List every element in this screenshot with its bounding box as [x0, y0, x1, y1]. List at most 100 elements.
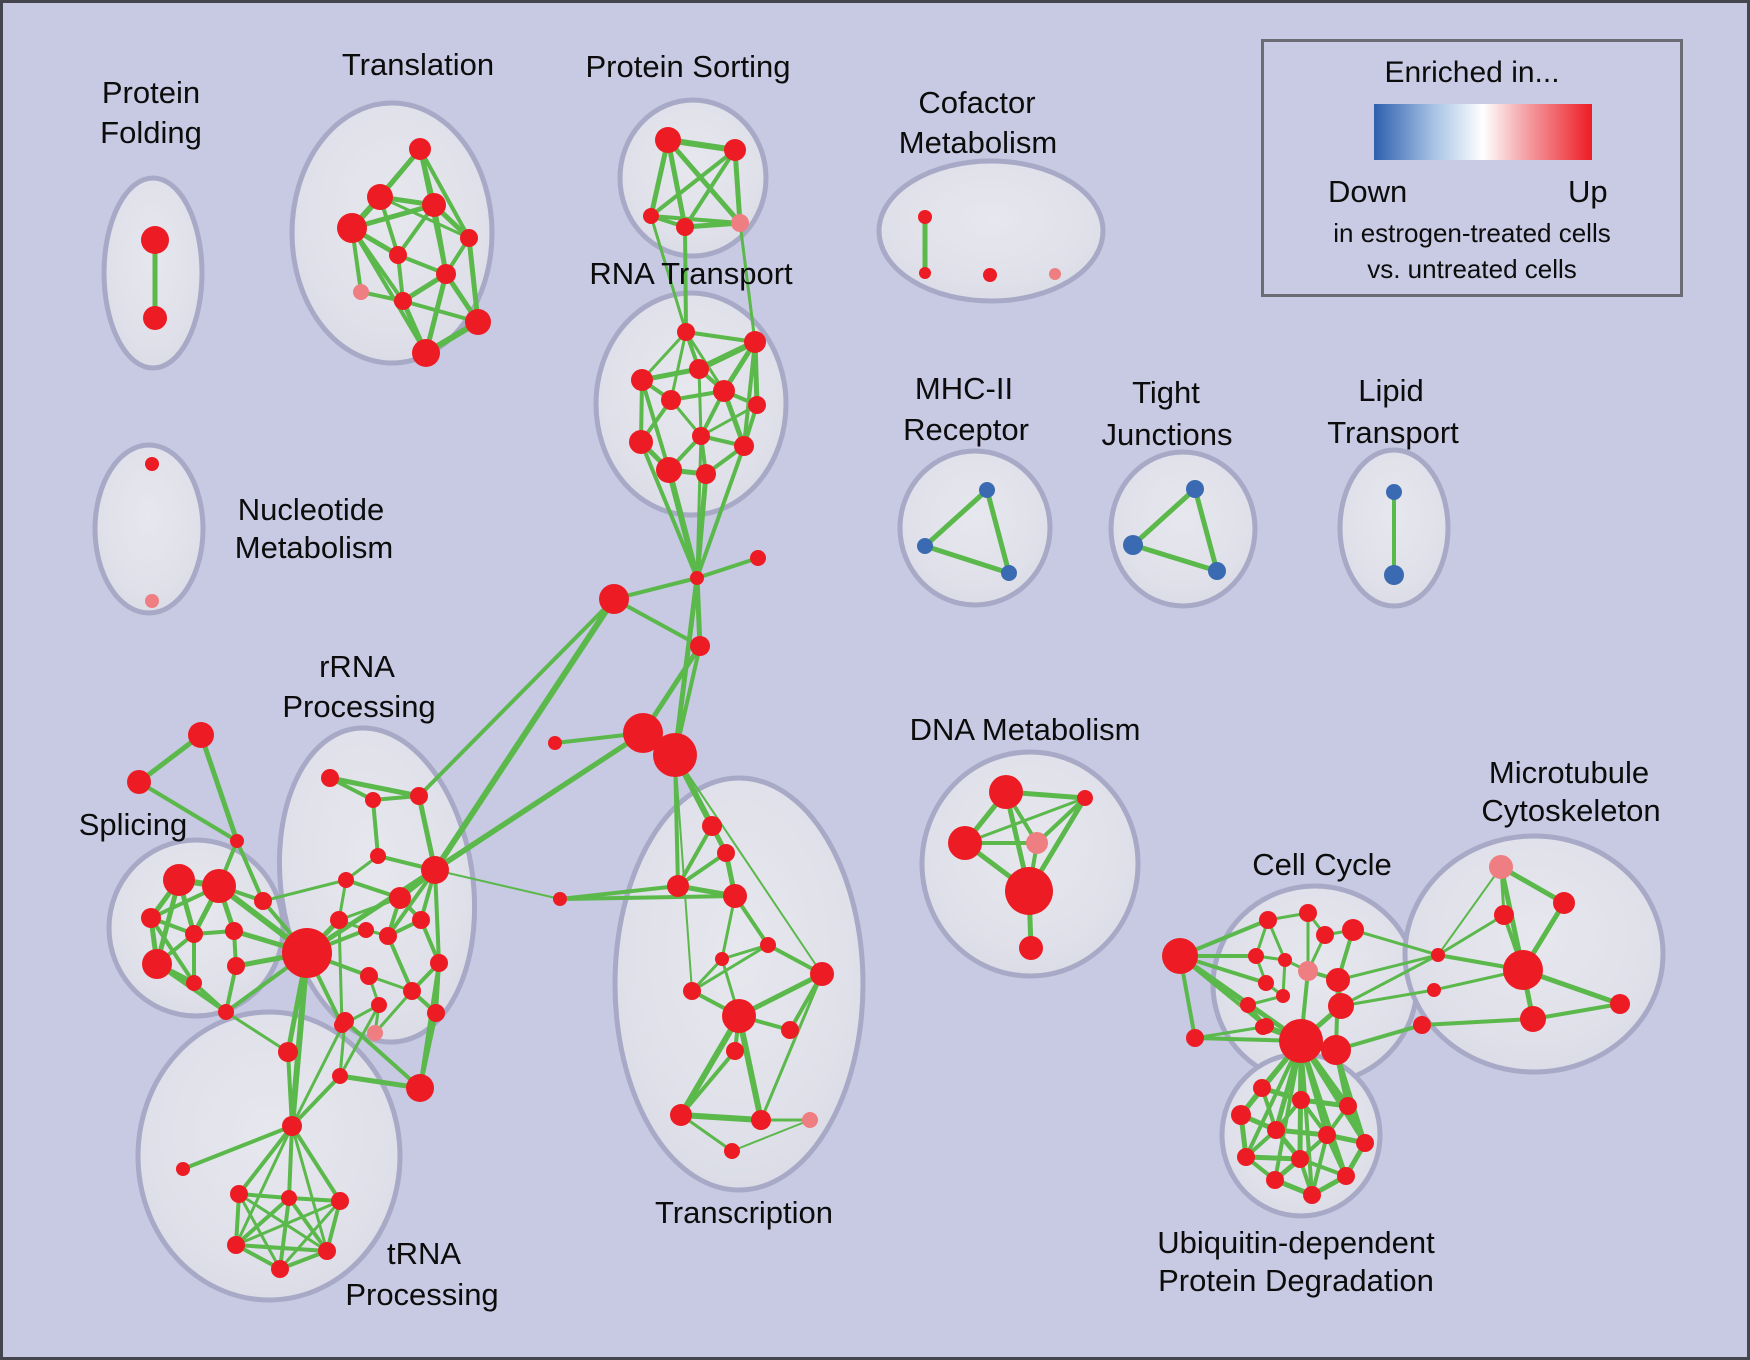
edge-tr9-tr14: [759, 973, 824, 1121]
edge-rr20-rr13: [373, 990, 414, 1034]
node-tq4: [227, 1236, 245, 1254]
edge-ex2-th: [290, 1020, 347, 1127]
edge-spc-nb: [235, 840, 265, 902]
node-tq1: [230, 1185, 248, 1203]
node-tr3: [667, 875, 689, 897]
edge-ps4-rt1: [683, 226, 688, 333]
node-s1: [163, 864, 195, 896]
edge-cc5-mj1: [1352, 928, 1439, 957]
edge-th-tq4: [234, 1125, 294, 1246]
edge-spb-spc: [137, 780, 239, 843]
node-tq3: [331, 1192, 349, 1210]
node-cc16: [1255, 1019, 1271, 1035]
node-cc4: [1316, 926, 1334, 944]
cluster-label-cofactor-metabolism-line2: Metabolism: [898, 125, 1058, 160]
node-rt4: [631, 369, 653, 391]
edge-spa-spc: [198, 734, 240, 842]
node-spb: [127, 770, 151, 794]
node-ps1: [655, 127, 681, 153]
edge-ps2-ps5: [732, 149, 743, 224]
edge-ex1-s9: [225, 1010, 289, 1054]
edge-rr1-rr3: [329, 775, 420, 799]
node-m4: [1503, 950, 1543, 990]
node-u3: [1339, 1097, 1357, 1115]
node-ex1: [278, 1042, 298, 1062]
cluster-label-ubiquitin-degradation-line1: Ubiquitin-dependent: [1157, 1225, 1435, 1260]
edge-tq3-tq6: [278, 1200, 342, 1270]
edge-rt9-j1: [639, 441, 699, 579]
edge-tr10-tr13: [678, 1014, 742, 1117]
node-mh3: [1001, 565, 1017, 581]
node-u9: [1291, 1150, 1309, 1168]
node-spc: [230, 834, 244, 848]
network-graph: [92, 97, 1666, 1303]
edge-m1-mj1: [1437, 866, 1502, 956]
edge-th-tl: [182, 1124, 293, 1171]
edge-tj1-tj2: [1131, 487, 1197, 547]
node-hub1: [623, 713, 663, 753]
node-tr13: [670, 1104, 692, 1126]
cluster-ellipse-tight-junctions: [1108, 449, 1258, 609]
node-m5: [1520, 1006, 1546, 1032]
cluster-label-translation: Translation: [341, 47, 495, 82]
node-cc15: [1186, 1029, 1204, 1047]
legend-up-label: Up: [1568, 174, 1608, 209]
edge-th-tq2: [287, 1125, 294, 1199]
edge-rr3-c2: [417, 597, 616, 798]
node-cc3: [1299, 904, 1317, 922]
node-c2: [599, 584, 629, 614]
node-s9: [218, 1004, 234, 1020]
edge-rt3-rt8: [697, 368, 703, 437]
node-rt6: [661, 390, 681, 410]
node-j1: [690, 571, 704, 585]
edge-tq4-tq5: [235, 1243, 328, 1253]
node-c3: [690, 636, 710, 656]
edge-rr19-th: [290, 1074, 342, 1128]
edge-ps1-ps5: [666, 138, 742, 225]
node-t2: [367, 184, 393, 210]
node-ps4: [676, 218, 694, 236]
legend: Enriched in... Down Up in estrogen-treat…: [1261, 39, 1683, 297]
cluster-label-splicing: Splicing: [78, 807, 188, 842]
node-cf1: [918, 210, 932, 224]
node-tj3: [1208, 562, 1226, 580]
node-cc13: [1328, 993, 1354, 1019]
cluster-label-cofactor-metabolism-line1: Cofactor: [918, 85, 1036, 120]
node-t5: [460, 229, 478, 247]
cluster-label-rrna-processing-line1: rRNA: [319, 649, 395, 684]
cluster-label-lipid-transport-line2: Transport: [1327, 415, 1459, 450]
node-d5: [1005, 867, 1053, 915]
edge-rt1-rt6: [669, 331, 688, 401]
node-cc11: [1276, 989, 1290, 1003]
node-rr13: [403, 982, 421, 1000]
node-lp1: [1386, 484, 1402, 500]
node-cc7: [1278, 953, 1292, 967]
node-tr15: [802, 1112, 818, 1128]
cluster-ellipse-protein-sorting: [617, 97, 769, 259]
node-u4: [1231, 1105, 1251, 1125]
edge-hub2-tr9: [674, 754, 823, 975]
node-d3: [948, 826, 982, 860]
node-rt9: [629, 430, 653, 454]
edge-cc13-mj1: [1340, 953, 1439, 1008]
edge-rt10-j1: [695, 445, 746, 579]
node-s2: [202, 869, 236, 903]
node-tr1: [702, 816, 722, 836]
node-rt10: [734, 436, 754, 456]
node-rr2: [365, 792, 381, 808]
cluster-label-tight-junctions-line1: Tight: [1132, 375, 1200, 410]
node-d1: [989, 775, 1023, 809]
cluster-label-dna-metabolism: DNA Metabolism: [909, 712, 1141, 747]
edge-rt8-j1: [695, 435, 703, 579]
node-u5: [1267, 1121, 1285, 1139]
node-rr15: [371, 997, 387, 1013]
node-t10: [465, 309, 491, 335]
node-tr10: [722, 999, 756, 1033]
cluster-label-protein-folding-line2: Folding: [100, 115, 202, 150]
node-tj1: [1186, 480, 1204, 498]
node-rt5: [713, 380, 735, 402]
node-cc9: [1326, 968, 1350, 992]
node-u11: [1337, 1167, 1355, 1185]
edge-ps1-ps4: [665, 139, 688, 228]
edge-rr11-rr13: [386, 935, 414, 992]
